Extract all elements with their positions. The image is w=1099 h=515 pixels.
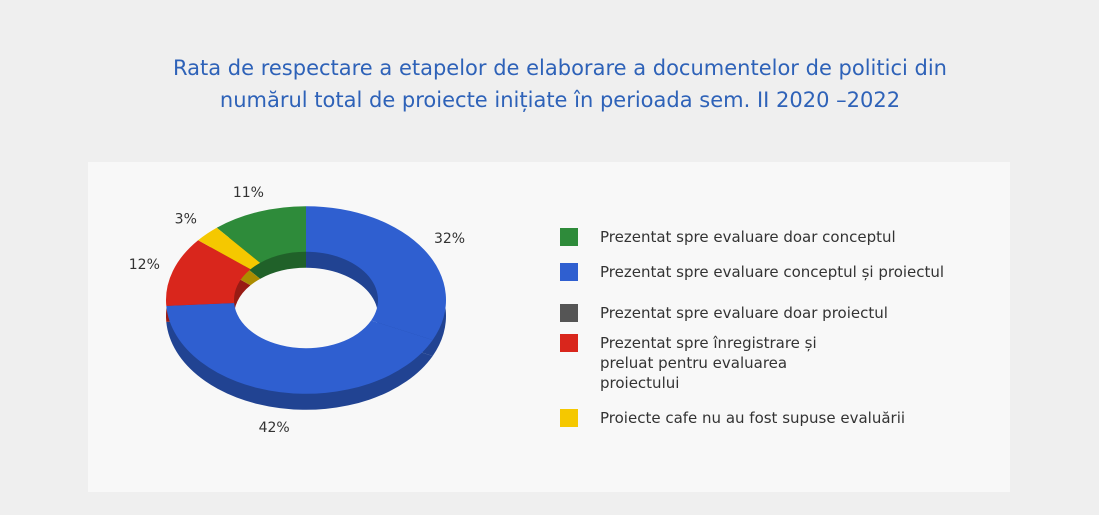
donut-slice (166, 240, 251, 306)
legend-entry: Prezentat spre înregistrare și preluat p… (560, 333, 850, 393)
legend-entry: Proiecte cafe nu au fost supuse evaluări… (560, 408, 960, 428)
data-label: 11% (233, 185, 264, 201)
legend-label: Prezentat spre evaluare conceptul și pro… (600, 263, 945, 281)
legend-entry: Prezentat spre evaluare doar proiectul (560, 303, 960, 323)
legend-label: Prezentat spre evaluare doar proiectul (600, 304, 888, 322)
legend-swatch (560, 334, 578, 352)
legend-swatch (560, 409, 578, 427)
chart-title: Rata de respectare a etapelor de elabora… (173, 56, 947, 112)
legend-swatch (560, 228, 578, 246)
data-label: 32% (434, 231, 465, 247)
legend-label: Proiecte cafe nu au fost supuse evaluări… (600, 409, 906, 427)
data-label: 12% (129, 257, 160, 273)
legend-label: Prezentat spre înregistrare și preluat p… (600, 334, 817, 392)
legend-entry: Prezentat spre evaluare doar conceptul (560, 227, 960, 247)
legend-entry: Prezentat spre evaluare conceptul și pro… (560, 262, 960, 282)
legend-swatch (560, 263, 578, 281)
legend-swatch (560, 304, 578, 322)
donut-slice (166, 303, 433, 394)
donut-slice (198, 227, 261, 270)
donut-slice (306, 206, 446, 340)
donut-slice (216, 206, 306, 263)
donut (166, 206, 446, 394)
data-label: 3% (175, 211, 197, 227)
data-label: 42% (259, 420, 290, 436)
legend-label: Prezentat spre evaluare doar conceptul (600, 228, 896, 246)
